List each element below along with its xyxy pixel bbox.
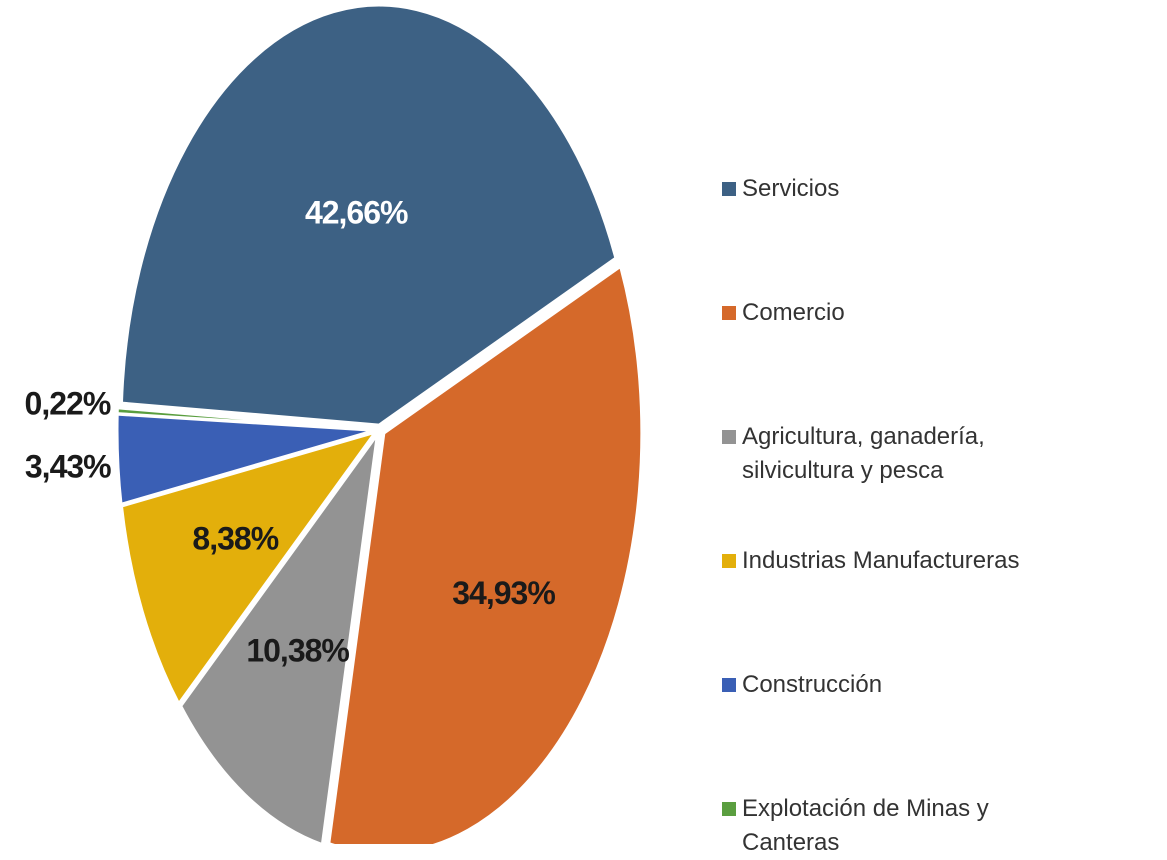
legend-label: Agricultura, ganadería, silvicultura y p… [742,423,985,484]
legend-swatch [722,554,736,568]
pie-slice [119,429,380,707]
data-label: 0,22% [25,385,111,421]
legend-item: Comercio [722,296,1052,330]
data-label: 10,38% [246,633,349,669]
pie-slice [115,406,376,432]
legend-swatch [722,802,736,816]
pie-slice [178,433,379,844]
data-label: 3,43% [25,449,111,485]
legend-item: Servicios [722,172,1052,206]
legend-item: Agricultura, ganadería, silvicultura y p… [722,420,1052,488]
legend-item: Industrias Manufactureras [722,544,1052,578]
legend-label: Explotación de Minas y Canteras [742,795,989,856]
legend-label: Construcción [742,671,883,698]
legend-swatch [722,306,736,320]
data-label: 8,38% [192,520,278,556]
legend-item: Explotación de Minas y Canteras [722,792,1052,860]
legend-label: Industrias Manufactureras [742,547,1020,574]
legend-swatch [722,182,736,196]
data-label: 42,66% [305,195,408,231]
legend-swatch [722,678,736,692]
legend-item: Construcción [722,668,1052,702]
legend-label: Comercio [742,299,845,326]
legend-swatch [722,430,736,444]
legend-label: Servicios [742,175,840,202]
pie-slice [119,3,618,427]
data-label: 34,93% [452,575,555,611]
pie-slice [327,263,644,844]
